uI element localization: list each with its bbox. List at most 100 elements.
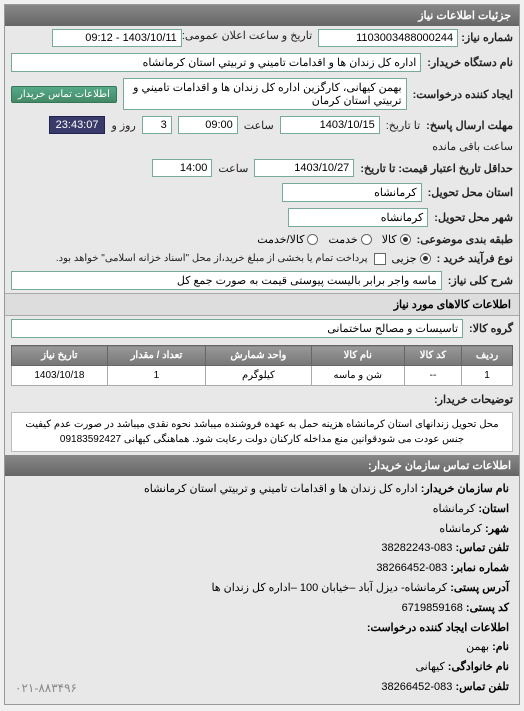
org-value: اداره كل زندان ها و اقدامات تاميني و ترب… [144,483,418,495]
creator-name-value: بهمن [466,641,489,653]
creator-phone-label: تلفن تماس: [455,681,509,693]
reply-time-label: ساعت [244,119,274,132]
creator-name-label: نام: [492,641,509,653]
price-validity-time-label: ساعت [218,162,248,175]
row-category: طبقه بندی موضوعی: کالا خدمت کالا/خدمت [5,230,519,249]
panel-title: جزئیات اطلاعات نیاز [5,5,519,26]
th-row: ردیف [462,346,513,366]
days-label: روز و [111,119,135,132]
buyer-device-field: اداره كل زندان ها و اقدامات تاميني و ترب… [11,53,421,72]
th-name: نام کالا [311,346,404,366]
creator-phone-value: 083-38266452 [381,681,452,693]
creator-family-line: نام خانوادگی: کیهانی [15,658,509,678]
radio-both-label: کالا/خدمت [257,233,304,246]
city-line: شهر: كرمانشاه [15,520,509,540]
goods-table: ردیف کد کالا نام کالا واحد شمارش تعداد /… [11,345,513,386]
days-field: 3 [142,116,172,134]
delivery-province-label: استان محل تحویل: [428,186,513,199]
countdown-timer: 23:43:07 [49,116,106,134]
row-need-number: شماره نیاز: 1103003488000244 تاریخ و ساع… [5,26,519,50]
phone-value: 083-38282243 [381,542,452,554]
need-number-field: 1103003488000244 [318,29,458,47]
td-qty: 1 [107,366,205,386]
fax-line: شماره نمابر: 083-38266452 [15,559,509,579]
city-label: شهر: [485,523,509,535]
postal-code-label: کد پستی: [466,602,509,614]
creator-field: بهمن کیهانی، كارگزين اداره كل زندان ها و… [123,78,407,110]
row-goods-group: گروه کالا: تاسیسات و مصالح ساختمانی [5,316,519,341]
row-purchase-type: نوع فرآیند خرید : جزیی پرداخت تمام یا بخ… [5,249,519,268]
th-code: کد کالا [404,346,461,366]
row-price-validity: حداقل تاریخ اعتبار قیمت: تا تاریخ: 1403/… [5,156,519,180]
need-number-label: شماره نیاز: [461,32,513,44]
buyer-note-label: توضیحات خریدار: [434,393,513,406]
category-radio-group: کالا خدمت کالا/خدمت [257,233,410,246]
purchase-note: پرداخت تمام یا بخشی از مبلغ خرید،از محل … [56,253,368,264]
reply-time-field: 09:00 [178,116,238,134]
radio-service-label: خدمت [328,233,357,246]
td-code: -- [404,366,461,386]
postal-addr-label: آدرس پستی: [450,582,509,594]
th-unit: واحد شمارش [206,346,311,366]
contact-section-title: اطلاعات تماس سازمان خریدار: [5,455,519,476]
table-row[interactable]: 1 -- شن و ماسه كيلوگرم 1 1403/10/18 [12,366,513,386]
th-date: تاریخ نیاز [12,346,108,366]
purchase-checkbox[interactable] [374,253,386,265]
footer-phone: ۰۲۱-۸۸۳۴۹۶ [15,678,77,700]
phone-line: تلفن تماس: 083-38282243 [15,539,509,559]
td-name: شن و ماسه [311,366,404,386]
province-label: استان: [478,503,509,515]
radio-partial-circle [420,253,431,264]
need-desc-label: شرح کلی نیاز: [448,274,513,287]
table-header-row: ردیف کد کالا نام کالا واحد شمارش تعداد /… [12,346,513,366]
radio-both[interactable]: کالا/خدمت [257,233,318,246]
reply-date-field: 1403/10/15 [280,116,380,134]
row-need-desc: شرح کلی نیاز: ماسه واجر برابر بالیست پیو… [5,268,519,293]
goods-group-label: گروه کالا: [469,322,513,335]
org-label: نام سازمان خریدار: [421,483,509,495]
postal-code-line: کد پستی: 6719859168 [15,599,509,619]
radio-all-label: کالا [382,233,397,246]
row-reply-deadline: مهلت ارسال پاسخ: تا تاریخ: 1403/10/15 سا… [5,113,519,156]
postal-addr-value: كرمانشاه- دیزل آباد –خیابان 100 –اداره ك… [211,582,447,594]
radio-service-circle [361,234,372,245]
creator-info-title: اطلاعات ایجاد کننده درخواست: [15,619,509,639]
radio-all-circle [400,234,411,245]
delivery-province-field: کرمانشاه [282,183,422,202]
radio-partial-label: جزیی [392,252,417,265]
radio-partial[interactable]: جزیی [392,252,431,265]
province-value: كرمانشاه [433,503,476,515]
price-validity-label: حداقل تاریخ اعتبار قیمت: تا تاریخ: [360,162,513,175]
delivery-city-field: کرمانشاه [288,208,428,227]
public-announce-field: 1403/10/11 - 09:12 [52,29,182,47]
goods-section-title: اطلاعات کالاهای مورد نیاز [5,293,519,316]
category-label: طبقه بندی موضوعی: [417,233,513,246]
phone-label: تلفن تماس: [455,542,509,554]
creator-phone-line: تلفن تماس: 083-38266452 ۰۲۱-۸۸۳۴۹۶ [15,678,509,700]
city-value: كرمانشاه [439,523,482,535]
remaining-label: ساعت باقی مانده [432,140,513,153]
creator-family-value: کیهانی [416,661,445,673]
buyer-contact-button[interactable]: اطلاعات تماس خریدار [11,86,117,103]
reply-until-label: تا تاریخ: [386,119,420,132]
row-delivery-province: استان محل تحویل: کرمانشاه [5,180,519,205]
row-buyer-note: توضیحات خریدار: [5,390,519,409]
creator-family-label: نام خانوادگی: [448,661,509,673]
reply-deadline-label: مهلت ارسال پاسخ: [426,119,513,132]
row-creator: ایجاد کننده درخواست: بهمن کیهانی، كارگزي… [5,75,519,113]
public-announce-label: تاریخ و ساعت اعلان عمومی: [182,29,312,47]
row-delivery-city: شهر محل تحویل: کرمانشاه [5,205,519,230]
th-qty: تعداد / مقدار [107,346,205,366]
radio-service[interactable]: خدمت [328,233,371,246]
buyer-note-box: محل تحویل زندانهای استان کرمانشاه هزینه … [11,412,513,452]
goods-group-field: تاسیسات و مصالح ساختمانی [11,319,463,338]
fax-value: 083-38266452 [376,562,447,574]
main-panel: جزئیات اطلاعات نیاز شماره نیاز: 11030034… [4,4,520,705]
creator-name-line: نام: بهمن [15,638,509,658]
org-line: نام سازمان خریدار: اداره كل زندان ها و ا… [15,480,509,500]
price-validity-date-field: 1403/10/27 [254,159,354,177]
row-buyer-device: نام دستگاه خریدار: اداره كل زندان ها و ا… [5,50,519,75]
buyer-device-label: نام دستگاه خریدار: [427,56,513,69]
radio-all[interactable]: کالا [382,233,411,246]
td-date: 1403/10/18 [12,366,108,386]
